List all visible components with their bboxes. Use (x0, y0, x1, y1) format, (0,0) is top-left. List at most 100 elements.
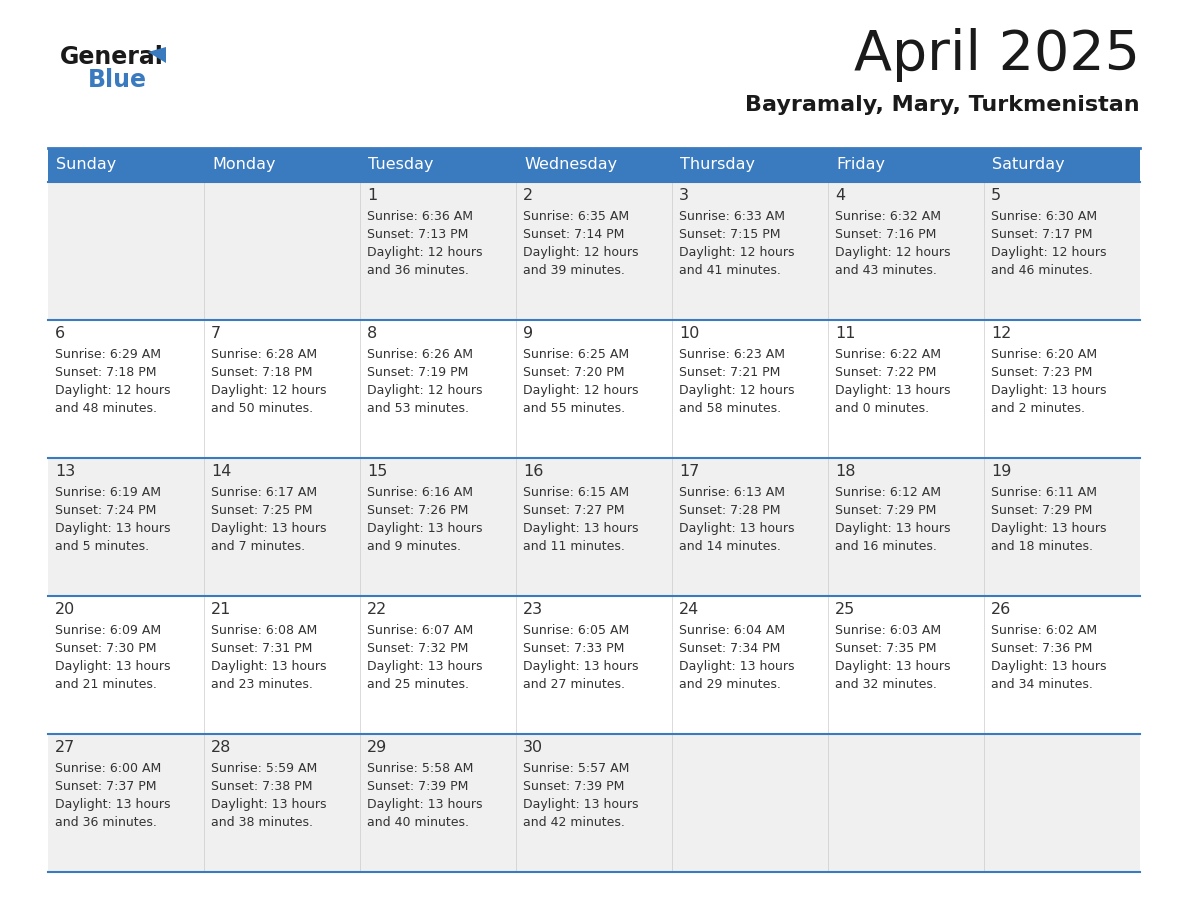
Text: Sunset: 7:31 PM: Sunset: 7:31 PM (211, 642, 312, 655)
Text: and 2 minutes.: and 2 minutes. (991, 402, 1085, 415)
Text: and 53 minutes.: and 53 minutes. (367, 402, 469, 415)
Text: 25: 25 (835, 602, 855, 617)
Bar (984, 148, 1140, 182)
Text: Daylight: 13 hours: Daylight: 13 hours (680, 522, 795, 535)
Text: Daylight: 13 hours: Daylight: 13 hours (55, 522, 171, 535)
Text: Daylight: 13 hours: Daylight: 13 hours (211, 660, 327, 673)
Text: Sunrise: 6:22 AM: Sunrise: 6:22 AM (835, 348, 941, 361)
Text: and 34 minutes.: and 34 minutes. (991, 678, 1093, 691)
Text: 17: 17 (680, 464, 700, 479)
Text: Sunset: 7:38 PM: Sunset: 7:38 PM (211, 780, 312, 793)
Text: Sunrise: 6:02 AM: Sunrise: 6:02 AM (991, 624, 1098, 637)
Text: Sunrise: 6:00 AM: Sunrise: 6:00 AM (55, 762, 162, 775)
Text: and 43 minutes.: and 43 minutes. (835, 264, 937, 277)
Text: Sunrise: 6:12 AM: Sunrise: 6:12 AM (835, 486, 941, 499)
Text: Sunset: 7:35 PM: Sunset: 7:35 PM (835, 642, 936, 655)
Text: Daylight: 13 hours: Daylight: 13 hours (991, 660, 1106, 673)
Text: 1: 1 (367, 188, 378, 203)
Text: 18: 18 (835, 464, 855, 479)
Bar (48, 182, 1140, 320)
Text: Sunset: 7:28 PM: Sunset: 7:28 PM (680, 504, 781, 517)
Text: Sunset: 7:14 PM: Sunset: 7:14 PM (523, 228, 625, 241)
Text: Bayramaly, Mary, Turkmenistan: Bayramaly, Mary, Turkmenistan (745, 95, 1140, 115)
Text: 7: 7 (211, 326, 221, 341)
Text: 19: 19 (991, 464, 1011, 479)
Text: 28: 28 (211, 740, 232, 755)
Text: Sunrise: 5:59 AM: Sunrise: 5:59 AM (211, 762, 317, 775)
Text: Sunset: 7:13 PM: Sunset: 7:13 PM (367, 228, 468, 241)
Text: Sunrise: 6:09 AM: Sunrise: 6:09 AM (55, 624, 162, 637)
Text: Sunrise: 6:11 AM: Sunrise: 6:11 AM (991, 486, 1097, 499)
Text: Daylight: 12 hours: Daylight: 12 hours (991, 246, 1106, 259)
Bar (828, 148, 984, 182)
Text: and 29 minutes.: and 29 minutes. (680, 678, 781, 691)
Text: Sunrise: 6:19 AM: Sunrise: 6:19 AM (55, 486, 162, 499)
Text: Sunrise: 6:17 AM: Sunrise: 6:17 AM (211, 486, 317, 499)
Text: Sunset: 7:20 PM: Sunset: 7:20 PM (523, 366, 625, 379)
Text: Sunrise: 5:57 AM: Sunrise: 5:57 AM (523, 762, 630, 775)
Text: 12: 12 (991, 326, 1011, 341)
Text: Sunrise: 6:25 AM: Sunrise: 6:25 AM (523, 348, 630, 361)
Text: and 23 minutes.: and 23 minutes. (211, 678, 312, 691)
Text: 26: 26 (991, 602, 1011, 617)
Text: Daylight: 13 hours: Daylight: 13 hours (835, 522, 950, 535)
Text: and 50 minutes.: and 50 minutes. (211, 402, 314, 415)
Text: 13: 13 (55, 464, 75, 479)
Text: and 27 minutes.: and 27 minutes. (523, 678, 625, 691)
Text: Sunrise: 6:28 AM: Sunrise: 6:28 AM (211, 348, 317, 361)
Text: Sunday: Sunday (56, 158, 116, 173)
Text: Daylight: 12 hours: Daylight: 12 hours (680, 384, 795, 397)
Text: General: General (61, 45, 164, 69)
Text: Sunset: 7:36 PM: Sunset: 7:36 PM (991, 642, 1093, 655)
Text: 3: 3 (680, 188, 689, 203)
Text: 8: 8 (367, 326, 378, 341)
Text: Daylight: 13 hours: Daylight: 13 hours (680, 660, 795, 673)
Text: Sunset: 7:39 PM: Sunset: 7:39 PM (523, 780, 625, 793)
Text: Sunset: 7:21 PM: Sunset: 7:21 PM (680, 366, 781, 379)
Text: Sunrise: 6:20 AM: Sunrise: 6:20 AM (991, 348, 1098, 361)
Text: Sunrise: 6:26 AM: Sunrise: 6:26 AM (367, 348, 473, 361)
Text: and 39 minutes.: and 39 minutes. (523, 264, 625, 277)
Text: and 40 minutes.: and 40 minutes. (367, 816, 469, 829)
Text: Sunrise: 6:03 AM: Sunrise: 6:03 AM (835, 624, 941, 637)
Text: Sunrise: 6:15 AM: Sunrise: 6:15 AM (523, 486, 630, 499)
Text: 6: 6 (55, 326, 65, 341)
Text: Daylight: 13 hours: Daylight: 13 hours (367, 522, 482, 535)
Text: Daylight: 12 hours: Daylight: 12 hours (680, 246, 795, 259)
Text: Daylight: 13 hours: Daylight: 13 hours (523, 522, 638, 535)
Text: and 21 minutes.: and 21 minutes. (55, 678, 157, 691)
Text: Sunrise: 6:33 AM: Sunrise: 6:33 AM (680, 210, 785, 223)
Text: Sunset: 7:39 PM: Sunset: 7:39 PM (367, 780, 468, 793)
Text: Sunset: 7:30 PM: Sunset: 7:30 PM (55, 642, 157, 655)
Text: Daylight: 12 hours: Daylight: 12 hours (211, 384, 327, 397)
Text: Daylight: 12 hours: Daylight: 12 hours (367, 384, 482, 397)
Text: Sunrise: 6:29 AM: Sunrise: 6:29 AM (55, 348, 162, 361)
Text: and 11 minutes.: and 11 minutes. (523, 540, 625, 553)
Text: Daylight: 13 hours: Daylight: 13 hours (211, 798, 327, 811)
Text: Daylight: 13 hours: Daylight: 13 hours (835, 384, 950, 397)
Text: 21: 21 (211, 602, 232, 617)
Text: 30: 30 (523, 740, 543, 755)
Text: Sunset: 7:27 PM: Sunset: 7:27 PM (523, 504, 625, 517)
Text: and 32 minutes.: and 32 minutes. (835, 678, 937, 691)
Text: Daylight: 13 hours: Daylight: 13 hours (367, 660, 482, 673)
Text: and 48 minutes.: and 48 minutes. (55, 402, 157, 415)
Text: Saturday: Saturday (992, 158, 1064, 173)
Bar (48, 148, 204, 182)
Text: Sunrise: 6:16 AM: Sunrise: 6:16 AM (367, 486, 473, 499)
Text: Tuesday: Tuesday (368, 158, 434, 173)
Bar (48, 320, 1140, 458)
Text: Sunset: 7:33 PM: Sunset: 7:33 PM (523, 642, 625, 655)
Text: and 9 minutes.: and 9 minutes. (367, 540, 461, 553)
Text: Sunrise: 6:35 AM: Sunrise: 6:35 AM (523, 210, 630, 223)
Text: Sunset: 7:34 PM: Sunset: 7:34 PM (680, 642, 781, 655)
Bar (672, 148, 828, 182)
Text: Daylight: 13 hours: Daylight: 13 hours (55, 798, 171, 811)
Text: Daylight: 13 hours: Daylight: 13 hours (523, 798, 638, 811)
Text: Sunrise: 6:08 AM: Sunrise: 6:08 AM (211, 624, 317, 637)
Text: Sunset: 7:19 PM: Sunset: 7:19 PM (367, 366, 468, 379)
Text: 22: 22 (367, 602, 387, 617)
Text: Sunrise: 6:32 AM: Sunrise: 6:32 AM (835, 210, 941, 223)
Bar (48, 596, 1140, 734)
Text: and 16 minutes.: and 16 minutes. (835, 540, 937, 553)
